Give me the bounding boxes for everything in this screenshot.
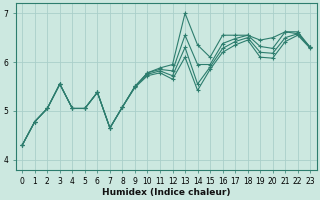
X-axis label: Humidex (Indice chaleur): Humidex (Indice chaleur) xyxy=(102,188,230,197)
